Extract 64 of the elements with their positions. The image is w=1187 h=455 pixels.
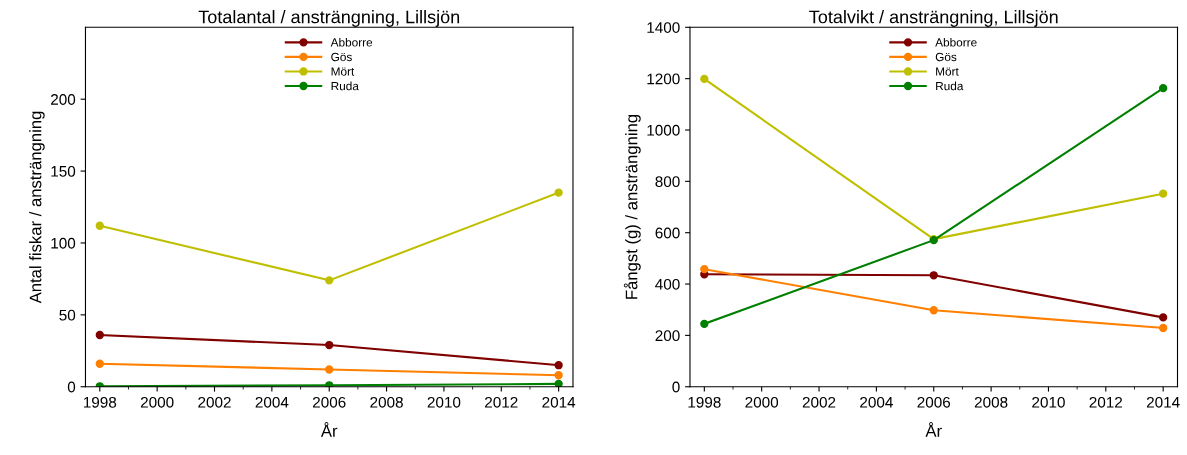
legend-label: Ruda: [331, 81, 359, 91]
legend-label: Ruda: [936, 81, 964, 91]
point: [1158, 313, 1168, 322]
point: [325, 276, 334, 285]
point: [95, 221, 104, 230]
y-tick-label: 0: [67, 381, 76, 393]
x-axis-title: År: [320, 422, 338, 437]
legend-label: Abborre: [935, 37, 977, 47]
x-tick-label: 2012: [485, 396, 518, 408]
y-tick-label: 150: [51, 165, 76, 177]
point: [700, 319, 709, 329]
x-tick-label: 2008: [370, 396, 403, 408]
x-tick-label: 2006: [917, 396, 951, 408]
point: [554, 371, 563, 380]
point: [325, 365, 334, 374]
y-tick-label: 400: [655, 278, 680, 290]
x-tick-label: 2004: [255, 396, 289, 408]
point: [1158, 189, 1168, 198]
y-axis-title: Antal fiskar / ansträngning: [29, 111, 45, 304]
y-tick-label: 200: [51, 94, 76, 105]
y-tick-label: 800: [655, 176, 680, 188]
chart-title: Totalvikt / ansträngning, Lillsjön: [809, 10, 1058, 27]
y-tick-label: 1400: [647, 22, 680, 33]
x-tick-label: 2014: [1146, 396, 1180, 408]
x-tick-label: 1998: [688, 396, 721, 408]
point: [95, 359, 104, 368]
legend-label: Gös: [331, 52, 352, 62]
x-tick-label: 2002: [198, 396, 231, 408]
y-tick-label: 1200: [647, 73, 680, 85]
y-tick-label: 1000: [647, 124, 680, 136]
legend-label: Mört: [936, 67, 959, 76]
point: [325, 340, 334, 350]
y-tick-label: 100: [51, 237, 76, 249]
x-tick-label: 1998: [83, 396, 117, 408]
x-axis-title: År: [925, 422, 942, 437]
point: [1158, 83, 1168, 93]
point: [929, 306, 938, 315]
x-tick-label: 2010: [427, 396, 461, 408]
point: [554, 361, 563, 370]
x-tick-label: 2002: [802, 396, 836, 408]
x-tick-label: 2014: [542, 396, 576, 408]
chart-title: Totalantal / ansträngning, Lillsjön: [198, 10, 460, 27]
x-tick-label: 2000: [140, 396, 174, 408]
legend-label: Gös: [935, 52, 957, 62]
y-tick-label: 50: [59, 309, 76, 321]
legend-label: Abborre: [330, 37, 373, 47]
x-tick-label: 2008: [974, 396, 1008, 408]
x-tick-label: 2012: [1089, 396, 1123, 408]
x-tick-label: 2000: [745, 396, 779, 408]
y-axis-title: Fångst (g) / ansträngning: [623, 114, 641, 299]
point: [95, 330, 104, 340]
point: [554, 188, 563, 197]
y-tick-label: 0: [672, 381, 680, 393]
legend-label: Mört: [331, 67, 355, 76]
point: [929, 271, 938, 280]
y-tick-label: 600: [655, 227, 680, 239]
y-tick-label: 200: [655, 330, 680, 342]
point: [700, 74, 709, 84]
point: [1158, 323, 1168, 333]
x-tick-label: 2010: [1032, 396, 1065, 408]
point: [554, 379, 563, 387]
point: [700, 264, 709, 274]
x-tick-label: 2004: [860, 396, 893, 408]
x-tick-label: 2006: [313, 396, 346, 408]
